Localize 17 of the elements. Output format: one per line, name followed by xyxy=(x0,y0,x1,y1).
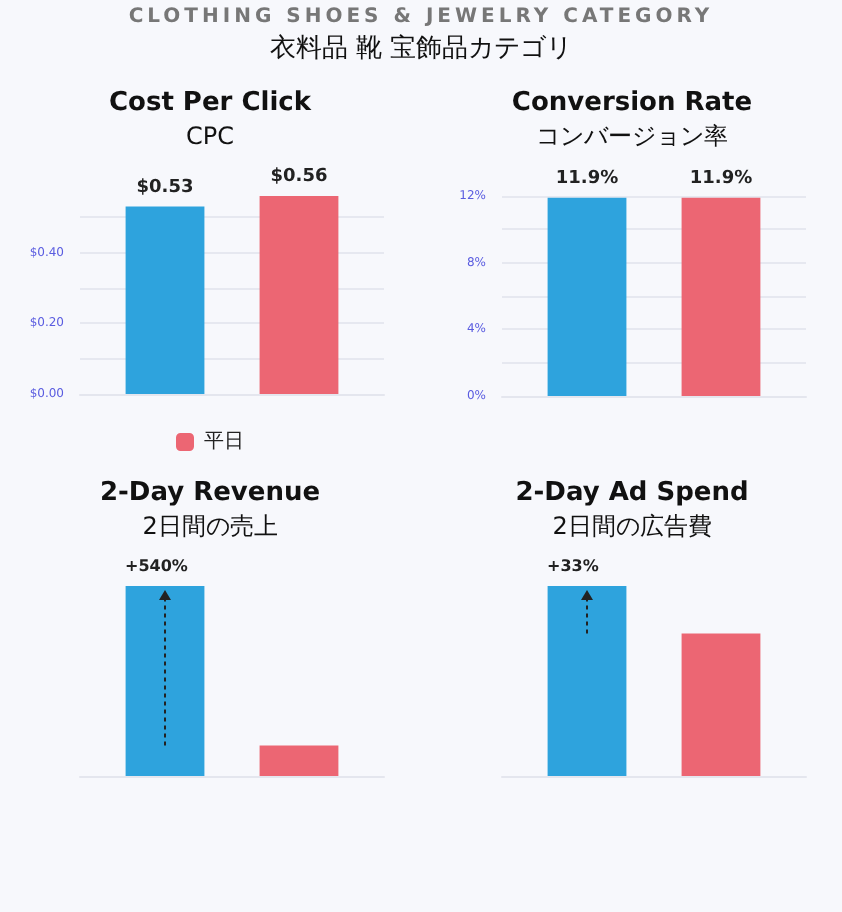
annotation: +540% xyxy=(125,557,188,575)
annotation: +33% xyxy=(547,557,599,575)
chart-title: 2-Day Ad Spend xyxy=(515,478,749,508)
data-label: 11.9% xyxy=(689,168,753,189)
data-label: $0.53 xyxy=(136,177,194,198)
chart-subtitle: CPC xyxy=(186,122,234,150)
data-label: 11.9% xyxy=(555,168,619,189)
chart-title: 2-Day Revenue xyxy=(99,478,321,508)
chart-subtitle: 2日間の広告費 xyxy=(552,512,712,540)
chart-title: Cost Per Click xyxy=(108,88,312,118)
text: CLOTHING SHOES & JEWELRY CATEGORY xyxy=(126,6,716,28)
text: 衣料品 靴 宝飾品カテゴリ xyxy=(267,32,575,66)
chart-subtitle: コンバージョン率 xyxy=(536,122,728,150)
chart-title: Conversion Rate xyxy=(511,88,753,118)
chart-subtitle: 2日間の売上 xyxy=(142,512,278,540)
data-label: $0.56 xyxy=(270,167,328,187)
legend-label: 平日 xyxy=(204,431,244,453)
